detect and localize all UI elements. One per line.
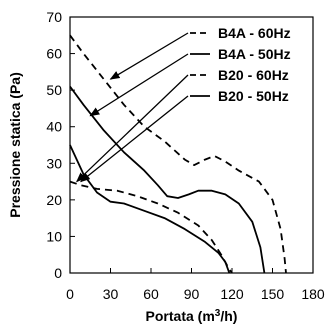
y-tick-label: 70: [46, 9, 62, 25]
x-axis-title-tail: /h): [220, 308, 237, 324]
legend-label: B4A - 60Hz: [218, 25, 291, 41]
x-axis-title: Portata (m3/h): [146, 308, 238, 324]
x-axis-title-superscript: 3: [215, 308, 221, 319]
y-tick-label: 20: [46, 192, 62, 208]
y-tick-label: 10: [46, 228, 62, 244]
x-tick-label: 60: [143, 286, 159, 302]
legend-label: B4A - 50Hz: [218, 46, 291, 62]
y-tick-label: 60: [46, 46, 62, 62]
plot-area-frame: [69, 16, 314, 274]
x-axis-title-main: Portata (m: [146, 308, 215, 324]
y-tick-label: 0: [54, 265, 62, 281]
legend-arrow: [109, 32, 189, 80]
y-tick-label: 50: [46, 82, 62, 98]
series-line-b20-60hz: [69, 180, 233, 274]
series-line-b20-50hz: [69, 144, 231, 274]
legend-arrow: [89, 53, 189, 117]
x-axis-ticks: 0 30 60 90 120 150 180: [66, 268, 325, 302]
x-tick-label: 30: [103, 286, 119, 302]
y-tick-label: 40: [46, 119, 62, 135]
x-tick-label: 120: [220, 286, 244, 302]
x-tick-label: 180: [301, 286, 325, 302]
series-line-b4a-60hz: [69, 34, 287, 274]
legend-label: B20 - 60Hz: [218, 67, 289, 83]
legend-arrows: [76, 32, 189, 183]
x-tick-label: 150: [261, 286, 285, 302]
x-tick-label: 0: [66, 286, 74, 302]
x-tick-label: 90: [184, 286, 200, 302]
y-axis-title: Pressione statica (Pa): [7, 72, 23, 218]
legend-arrow: [76, 74, 189, 183]
series-line-b4a-50hz: [69, 85, 266, 274]
series-layer: [69, 34, 287, 274]
y-tick-label: 30: [46, 155, 62, 171]
legend: B4A - 60Hz B4A - 50Hz B20 - 60Hz B20 - 50Hz: [190, 25, 291, 104]
legend-label: B20 - 50Hz: [218, 88, 289, 104]
legend-arrow: [80, 95, 189, 183]
